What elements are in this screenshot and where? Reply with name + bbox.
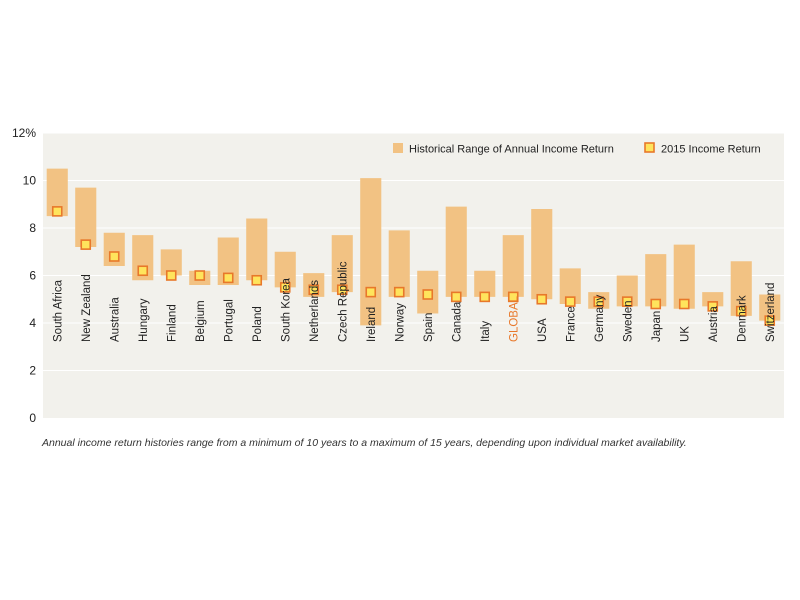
- x-tick-label: Poland: [252, 306, 264, 342]
- range-bar: [645, 254, 667, 307]
- x-tick-label: Austria: [708, 306, 720, 342]
- income-marker: [308, 284, 320, 296]
- range-bar: [673, 244, 695, 309]
- range-bar: [445, 206, 467, 297]
- income-marker: [165, 270, 177, 281]
- income-marker: [393, 286, 405, 298]
- legend-marker-swatch: [644, 142, 655, 153]
- x-tick-label: South Korea: [280, 277, 292, 342]
- legend-range-label: Historical Range of Annual Income Return: [409, 144, 614, 156]
- income-markers: [51, 206, 776, 326]
- income-marker: [650, 298, 662, 310]
- income-marker: [80, 239, 92, 250]
- income-marker: [365, 286, 377, 298]
- x-tick-label: Ireland: [366, 307, 378, 342]
- income-marker: [450, 291, 462, 303]
- range-bar: [730, 261, 752, 316]
- income-marker: [51, 206, 63, 217]
- income-return-chart: 0 2 4 6 8 10 12% South Africa New Zealand Austra…: [12, 126, 784, 425]
- income-marker: [194, 270, 206, 281]
- income-marker: [564, 296, 576, 307]
- x-tick-label: New Zealand: [81, 274, 93, 342]
- x-tick-label: Netherlands: [309, 280, 321, 342]
- income-marker: [536, 293, 548, 305]
- income-marker: [279, 282, 291, 293]
- income-marker: [764, 315, 776, 326]
- range-bar: [559, 268, 581, 304]
- x-tick-label: Portugal: [223, 299, 235, 342]
- range-bar: [759, 294, 781, 321]
- x-tick-label: Belgium: [195, 300, 207, 342]
- x-tick-label: Switzerland: [765, 283, 777, 342]
- x-tick-label: France: [565, 306, 577, 342]
- income-marker: [251, 274, 263, 286]
- income-marker: [108, 251, 120, 262]
- income-marker: [621, 296, 633, 307]
- range-bar: [474, 270, 496, 297]
- range-bar: [388, 230, 410, 297]
- income-marker: [479, 291, 491, 303]
- legend-range-swatch: [393, 143, 403, 153]
- x-tick-label: Germany: [594, 294, 606, 342]
- range-bar: [531, 209, 553, 300]
- y-tick-label: 8: [29, 221, 36, 235]
- range-bar: [46, 168, 68, 217]
- y-tick-label: 10: [23, 174, 37, 188]
- x-tick-label: Finland: [166, 304, 178, 342]
- x-tick-label: Australia: [109, 297, 121, 342]
- x-tick-label: Denmark: [736, 295, 748, 342]
- income-marker: [222, 272, 234, 284]
- x-tick-label: USA: [537, 318, 549, 342]
- range-bar: [246, 218, 268, 281]
- x-tick-label: Canada: [451, 301, 463, 342]
- income-marker: [735, 305, 747, 317]
- range-bar: [75, 187, 97, 247]
- income-marker: [507, 291, 519, 303]
- legend-marker-label: 2015 Income Return: [661, 144, 761, 156]
- y-tick-label: 6: [29, 269, 36, 283]
- y-tick-label: 0: [29, 411, 36, 425]
- income-marker: [707, 301, 719, 312]
- income-marker: [678, 298, 690, 310]
- range-bar: [160, 249, 182, 276]
- x-tick-label: Hungary: [138, 298, 150, 342]
- chart-caption: Annual income return histories range fro…: [42, 437, 687, 449]
- range-bar: [331, 235, 353, 293]
- x-tick-label: South Africa: [52, 279, 64, 342]
- range-bar: [274, 251, 296, 288]
- range-bar: [502, 235, 524, 297]
- x-tick-label: Japan: [651, 311, 663, 342]
- y-axis-ticks: 0 2 4 6 8 10 12%: [12, 126, 36, 425]
- income-marker: [593, 296, 605, 307]
- x-tick-label: Sweden: [622, 300, 634, 342]
- legend: Historical Range of Annual Income Return…: [393, 142, 761, 156]
- y-tick-label: 4: [29, 316, 36, 330]
- range-bar: [360, 178, 382, 326]
- y-tick-label: 12%: [12, 126, 36, 140]
- x-tick-label: Spain: [423, 313, 435, 342]
- x-axis-labels: South Africa New Zealand Australia Hungary F…: [52, 261, 777, 342]
- x-tick-label: Italy: [480, 321, 492, 342]
- x-tick-label: UK: [679, 326, 691, 342]
- income-marker: [137, 265, 149, 277]
- y-tick-label: 2: [29, 364, 36, 378]
- income-marker: [422, 289, 434, 300]
- x-tick-label: Czech Republic: [337, 261, 349, 342]
- x-tick-label: GLOBAL: [508, 295, 520, 342]
- x-tick-label: Norway: [394, 303, 406, 342]
- income-marker: [336, 284, 348, 296]
